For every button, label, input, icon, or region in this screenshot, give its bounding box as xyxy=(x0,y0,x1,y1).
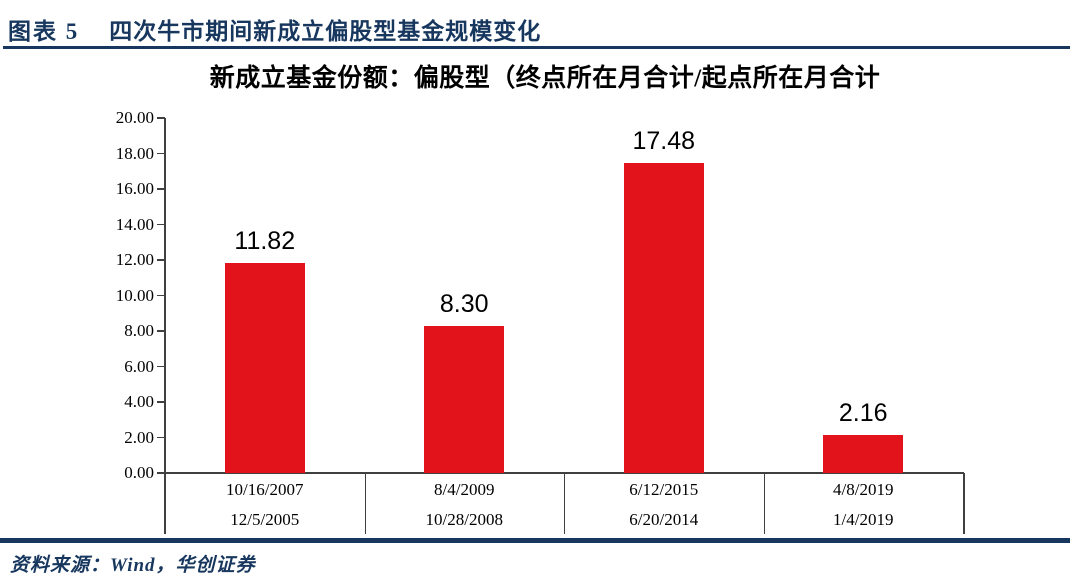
category-label-start-date: 12/5/2005 xyxy=(230,510,300,529)
category-label-end-date: 10/16/2007 xyxy=(226,480,304,499)
y-axis-tick-mark xyxy=(157,259,165,261)
y-axis-tick-label: 18.00 xyxy=(115,143,154,163)
bar xyxy=(823,434,904,473)
figure-title: 四次牛市期间新成立偏股型基金规模变化 xyxy=(109,19,542,44)
bar-value-label: 2.16 xyxy=(838,398,888,427)
y-axis-tick-mark xyxy=(157,401,165,403)
y-axis-tick-mark xyxy=(157,472,165,474)
category-box-right-border xyxy=(963,473,965,534)
y-axis-tick-mark xyxy=(157,117,165,119)
category-label-end-date: 8/4/2009 xyxy=(434,480,495,499)
y-axis-tick-mark xyxy=(157,152,165,155)
bar-value-label: 8.30 xyxy=(439,289,489,318)
figure-number-label: 图表 5 xyxy=(8,19,80,44)
y-axis-tick-mark xyxy=(157,223,165,226)
y-axis-tick-mark xyxy=(157,188,165,190)
y-axis-tick-label: 16.00 xyxy=(115,179,154,198)
bar-value-label: 17.48 xyxy=(632,126,696,155)
bar xyxy=(424,325,505,473)
category-label-start-date: 6/20/2014 xyxy=(629,510,699,529)
bar xyxy=(623,162,704,473)
y-axis-tick-label: 20.00 xyxy=(115,108,154,127)
source-note: 资料来源：Wind，华创证券 xyxy=(10,555,256,576)
y-axis-tick-label: 10.00 xyxy=(115,285,154,305)
category-label-start-date: 1/4/2019 xyxy=(833,510,894,529)
y-axis-tick-mark xyxy=(157,365,165,368)
y-axis-tick-mark xyxy=(157,294,165,297)
footer-divider xyxy=(0,538,1070,543)
x-axis-line xyxy=(165,472,964,474)
y-axis-tick-label: 12.00 xyxy=(115,250,154,269)
category-label-end-date: 6/12/2015 xyxy=(629,480,699,499)
y-axis-tick-label: 4.00 xyxy=(124,392,154,411)
category-label-start-date: 10/28/2008 xyxy=(425,510,503,529)
y-axis-tick-label: 2.00 xyxy=(124,427,154,447)
y-axis-tick-mark xyxy=(157,436,165,439)
y-axis-tick-label: 8.00 xyxy=(124,321,154,340)
y-axis-tick-label: 6.00 xyxy=(124,356,154,376)
bar-value-label: 11.82 xyxy=(234,227,296,256)
y-axis-tick-label: 14.00 xyxy=(115,214,154,234)
category-label-end-date: 4/8/2019 xyxy=(833,480,894,499)
category-divider xyxy=(364,473,366,534)
bar xyxy=(224,263,305,473)
category-divider xyxy=(763,473,765,534)
y-axis-tick-label: 0.00 xyxy=(124,463,154,482)
y-axis-line xyxy=(164,118,166,534)
category-divider xyxy=(564,473,565,534)
y-axis-tick-mark xyxy=(157,330,165,332)
figure-header: 图表 5 四次牛市期间新成立偏股型基金规模变化 xyxy=(8,12,541,46)
chart-title: 新成立基金份额：偏股型（终点所在月合计/起点所在月合计 xyxy=(209,65,881,92)
header-divider xyxy=(3,46,1070,49)
